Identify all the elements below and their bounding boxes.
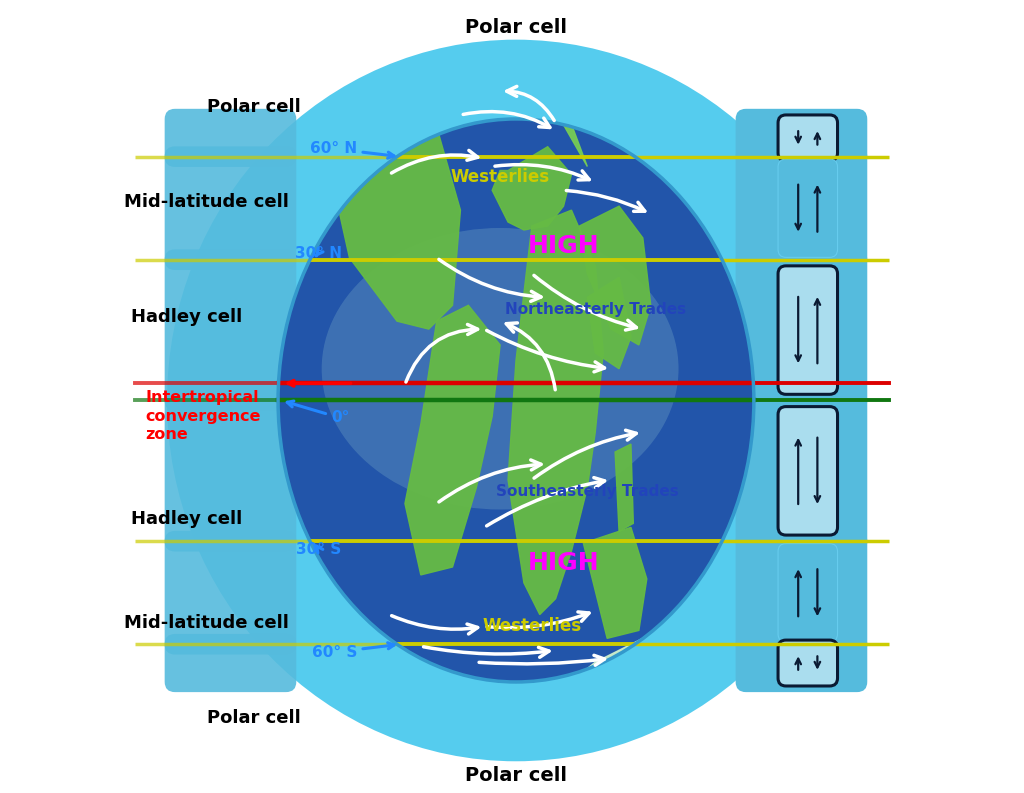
FancyBboxPatch shape [778, 115, 838, 161]
Text: 30° N: 30° N [295, 246, 342, 261]
Ellipse shape [167, 40, 865, 761]
FancyBboxPatch shape [778, 640, 838, 686]
Polygon shape [334, 107, 461, 329]
FancyBboxPatch shape [165, 390, 296, 552]
FancyBboxPatch shape [735, 531, 867, 654]
FancyBboxPatch shape [165, 147, 296, 270]
FancyBboxPatch shape [735, 147, 867, 270]
Text: Southeasterly Trades: Southeasterly Trades [496, 485, 679, 499]
Text: Mid-latitude cell: Mid-latitude cell [124, 614, 289, 631]
Text: Polar cell: Polar cell [208, 709, 301, 726]
FancyBboxPatch shape [735, 390, 867, 552]
Text: Polar cell: Polar cell [208, 98, 301, 116]
Polygon shape [615, 444, 633, 531]
Text: Hadley cell: Hadley cell [131, 511, 243, 528]
Text: HIGH: HIGH [527, 234, 599, 258]
Text: Intertropical
convergence
zone: Intertropical convergence zone [145, 390, 261, 442]
Text: Polar cell: Polar cell [465, 18, 567, 37]
Polygon shape [580, 206, 651, 345]
FancyBboxPatch shape [735, 109, 867, 167]
Text: HIGH: HIGH [527, 551, 599, 575]
FancyBboxPatch shape [778, 159, 838, 258]
Ellipse shape [279, 119, 754, 682]
FancyBboxPatch shape [735, 249, 867, 411]
Text: 60° S: 60° S [312, 642, 394, 660]
Text: Hadley cell: Hadley cell [131, 308, 243, 326]
Polygon shape [508, 210, 603, 615]
Polygon shape [404, 305, 500, 575]
Text: 0°: 0° [287, 401, 349, 425]
FancyBboxPatch shape [735, 634, 867, 692]
FancyBboxPatch shape [778, 543, 838, 642]
FancyBboxPatch shape [778, 407, 838, 535]
FancyBboxPatch shape [778, 266, 838, 394]
Ellipse shape [322, 228, 679, 509]
Polygon shape [357, 638, 643, 726]
FancyBboxPatch shape [165, 109, 296, 167]
Polygon shape [493, 147, 571, 230]
Polygon shape [413, 71, 588, 167]
Polygon shape [588, 278, 631, 369]
FancyBboxPatch shape [165, 634, 296, 692]
Text: Mid-latitude cell: Mid-latitude cell [124, 193, 289, 211]
Text: Northeasterly Trades: Northeasterly Trades [505, 302, 686, 316]
Text: Polar cell: Polar cell [465, 766, 567, 785]
Polygon shape [584, 527, 647, 638]
FancyBboxPatch shape [165, 249, 296, 411]
Text: 60° N: 60° N [310, 141, 394, 159]
FancyBboxPatch shape [165, 531, 296, 654]
Text: Westerlies: Westerlies [482, 618, 582, 635]
Text: 30° S: 30° S [296, 542, 342, 557]
Text: Westerlies: Westerlies [451, 168, 550, 186]
